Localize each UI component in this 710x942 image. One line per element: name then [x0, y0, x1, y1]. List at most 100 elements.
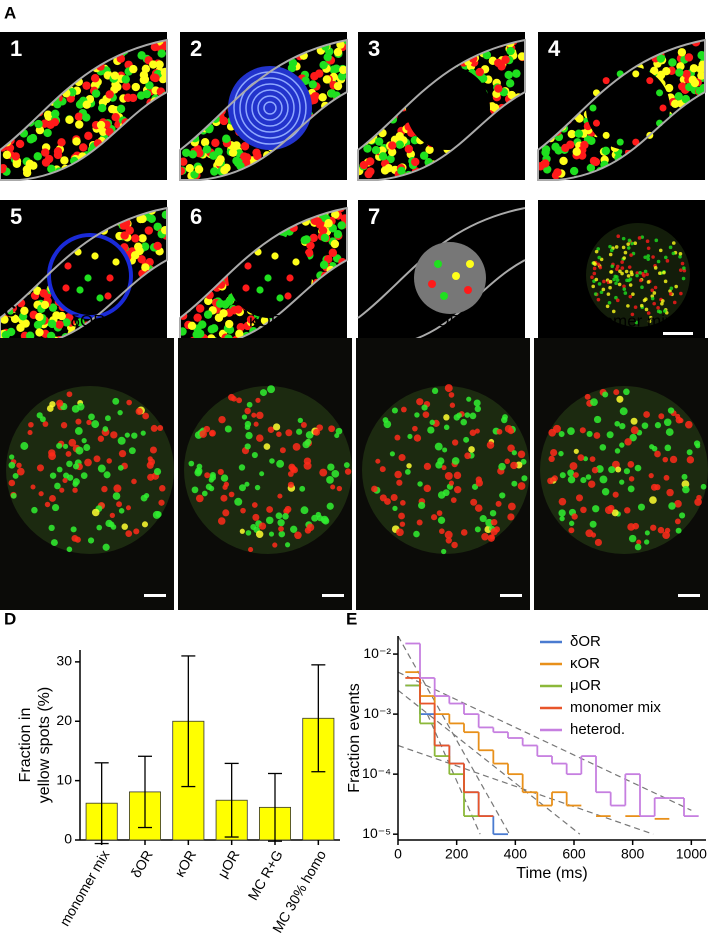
fluorescent-spot [195, 494, 204, 503]
molecule [182, 148, 191, 157]
fluorescent-spot [427, 426, 435, 434]
fluorescent-spot [504, 458, 510, 464]
molecule [333, 47, 343, 57]
molecule [620, 266, 625, 270]
fluorescent-spot [222, 509, 230, 517]
molecule [618, 269, 622, 274]
molecule [602, 131, 610, 139]
fluorescent-spot [567, 427, 575, 435]
molecule [330, 239, 340, 249]
fluorescent-spot [30, 484, 36, 490]
fluorescent-spot [418, 501, 426, 510]
fluorescent-spot [551, 475, 558, 482]
molecule [380, 166, 390, 175]
molecule [630, 241, 634, 246]
molecule [337, 72, 347, 81]
fluorescent-spot [238, 464, 246, 471]
molecule [605, 304, 610, 309]
molecule [234, 305, 243, 314]
molecule [209, 151, 218, 160]
fluorescent-spot [674, 518, 681, 525]
molecule [44, 154, 54, 164]
molecule [82, 100, 91, 109]
fluorescent-spot [20, 442, 29, 450]
legend-label: κOR [570, 655, 600, 672]
molecule [641, 272, 645, 276]
fluorescent-spot [303, 457, 312, 465]
fluorescent-spot [456, 412, 462, 419]
molecule [658, 271, 662, 276]
fluorescent-spot [131, 432, 138, 439]
step-number: 6 [190, 204, 202, 229]
fluorescent-spot [245, 530, 252, 536]
molecule [244, 262, 252, 270]
molecule [660, 299, 665, 303]
molecule [652, 291, 657, 295]
fluorescent-spot [599, 475, 608, 484]
fit-lines [398, 636, 692, 835]
fluorescent-spot [239, 528, 245, 534]
fluorescent-spot [50, 539, 58, 547]
fluorescent-spot [80, 472, 88, 479]
fluorescent-spot [103, 471, 111, 479]
molecule [149, 60, 158, 69]
molecule [622, 256, 626, 260]
molecule [589, 104, 597, 112]
molecule [48, 303, 58, 312]
molecule [632, 138, 640, 146]
molecule [507, 90, 516, 100]
molecule [614, 295, 618, 300]
fluorescent-spot [62, 443, 69, 450]
fluorescent-spot [417, 481, 423, 487]
micrograph-title: monomer mix [571, 311, 674, 330]
molecule [681, 94, 691, 104]
molecule [215, 299, 225, 308]
molecule [106, 274, 114, 282]
molecule [452, 272, 460, 280]
molecule [411, 157, 420, 167]
molecule [387, 147, 397, 157]
fluorescent-spot [619, 407, 628, 416]
fluorescent-spot [157, 425, 164, 431]
fluorescent-spot [248, 547, 254, 553]
fluorescent-spot [83, 444, 91, 452]
molecule [144, 226, 154, 235]
fluorescent-spot [16, 462, 22, 469]
fluorescent-spot [548, 455, 555, 463]
fluorescent-spot [469, 412, 477, 420]
molecule [140, 242, 150, 251]
fluorescent-spot [91, 508, 100, 517]
fluorescent-spot [591, 466, 599, 474]
fluorescent-spot [39, 416, 46, 423]
molecule [137, 255, 146, 264]
fluorescent-spot [56, 399, 64, 407]
molecule [119, 221, 129, 230]
fluorescent-spot [441, 465, 447, 471]
fluorescent-spot [59, 487, 65, 493]
y-axis-label: Fraction events [346, 683, 363, 792]
y-tick-label: 10⁻² [363, 645, 391, 661]
molecule [180, 157, 188, 166]
fluorescent-spot [268, 531, 275, 537]
x-tick-label: 1000 [676, 846, 707, 862]
molecule [253, 151, 262, 161]
fluorescent-spot [336, 485, 343, 492]
molecule [363, 144, 372, 153]
molecule [28, 133, 38, 143]
fluorescent-spot [634, 464, 642, 472]
molecule [625, 278, 629, 283]
molecule [62, 318, 71, 327]
fluorescent-spot [630, 417, 638, 425]
molecule [646, 280, 651, 284]
molecule [623, 291, 628, 295]
fluorescent-spot [327, 463, 335, 471]
fluorescent-spot [275, 512, 283, 520]
fluorescent-spot [583, 456, 589, 462]
molecule [161, 210, 167, 220]
fluorescent-spot [91, 420, 100, 429]
cell-haze [184, 386, 352, 554]
fluorescent-spot [74, 536, 81, 543]
fluorescent-spot [113, 484, 122, 493]
fluorescent-spot [448, 480, 455, 486]
molecule [55, 320, 64, 329]
